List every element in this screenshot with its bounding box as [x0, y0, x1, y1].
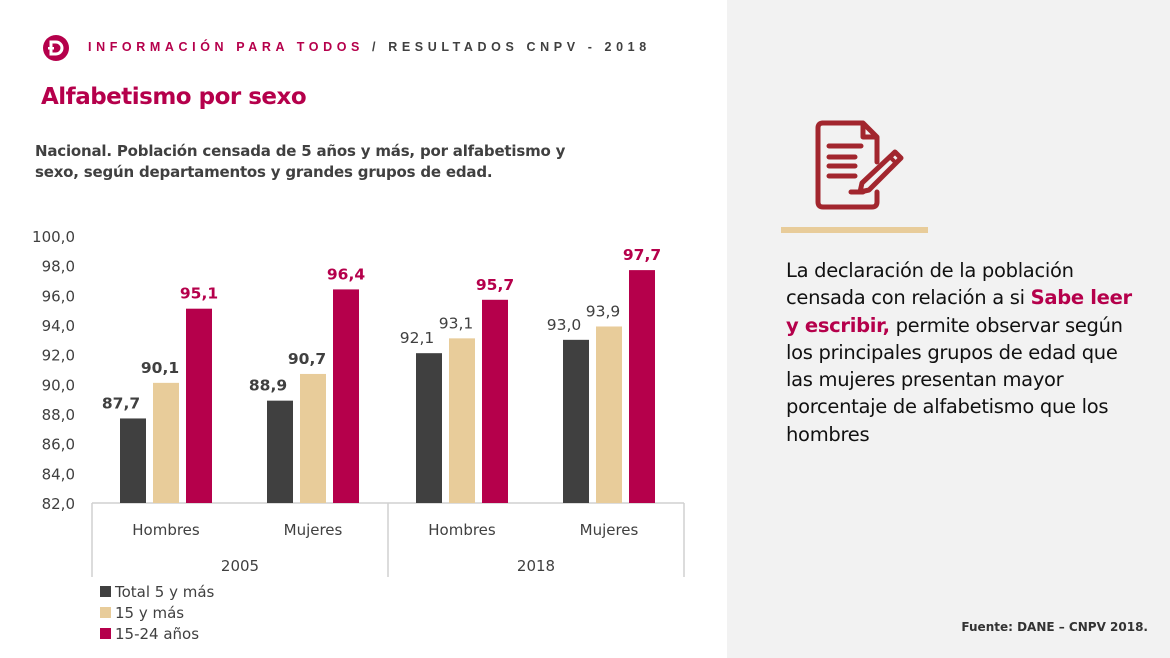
y-tick-label: 90,0 — [42, 376, 75, 394]
legend-swatch-total — [100, 586, 111, 597]
x-tick-label: Hombres — [428, 521, 496, 539]
x-tick-label: Mujeres — [284, 521, 343, 539]
description-highlight: Sabe leer y escribir, — [786, 286, 1132, 337]
bar — [629, 270, 655, 503]
data-label: 96,4 — [327, 265, 365, 283]
bar — [333, 289, 359, 503]
bar — [267, 400, 293, 503]
bar — [153, 382, 179, 503]
chart-legend: Total 5 y más 15 y más 15-24 años — [100, 581, 214, 644]
x-tick-label: Hombres — [132, 521, 200, 539]
data-label: 90,7 — [288, 350, 326, 368]
y-tick-label: 94,0 — [42, 317, 75, 335]
x-tick-label: Mujeres — [580, 521, 639, 539]
data-label: 88,9 — [249, 377, 287, 395]
bar — [120, 418, 146, 503]
breadcrumb-header: INFORMACIÓN PARA TODOS / RESULTADOS CNPV… — [88, 40, 651, 54]
document-edit-icon — [815, 120, 907, 216]
y-tick-label: 100,0 — [32, 228, 75, 246]
data-label: 95,7 — [476, 276, 514, 294]
bar — [300, 373, 326, 503]
dane-logo-icon — [43, 35, 69, 61]
legend-swatch-15-24 — [100, 628, 111, 639]
y-tick-label: 88,0 — [42, 406, 75, 424]
side-panel — [727, 0, 1170, 658]
bar — [449, 338, 475, 503]
bar-chart: 100,0 98,0 96,0 94,0 92,0 90,0 88,0 86,0 84,0 82,… — [32, 228, 685, 577]
main-slide-area: INFORMACIÓN PARA TODOS / RESULTADOS CNPV… — [32, 35, 685, 644]
data-label: 93,0 — [547, 316, 582, 334]
chart-subtitle: Nacional. Población censada de 5 años y … — [35, 142, 566, 181]
data-label: 92,1 — [400, 329, 435, 347]
header-separator: / — [363, 40, 389, 54]
x-group-label: 2005 — [221, 557, 259, 575]
data-label: 87,7 — [102, 394, 140, 412]
bar — [563, 339, 589, 503]
header-subsection: RESULTADOS CNPV - 2018 — [388, 40, 651, 54]
legend-item-15-y-mas: 15 y más — [100, 602, 214, 623]
bar — [596, 326, 622, 503]
legend-label: 15-24 años — [115, 624, 200, 643]
legend-label: 15 y más — [115, 603, 185, 622]
data-label: 95,1 — [180, 285, 218, 303]
source-note: Fuente: DANE – CNPV 2018. — [961, 620, 1148, 634]
y-tick-label: 84,0 — [42, 465, 75, 483]
bar — [186, 308, 212, 503]
y-tick-label: 98,0 — [42, 258, 75, 276]
data-label: 90,1 — [141, 359, 179, 377]
legend-item-15-24: 15-24 años — [100, 623, 214, 644]
data-label: 93,1 — [439, 314, 474, 332]
data-label: 93,9 — [586, 302, 621, 320]
y-tick-label: 86,0 — [42, 436, 75, 454]
description-lead: La declaración de la población censada c… — [786, 259, 1074, 310]
bar — [482, 299, 508, 503]
bar — [416, 353, 442, 503]
y-tick-label: 92,0 — [42, 347, 75, 365]
page-title: Alfabetismo por sexo — [41, 84, 307, 110]
description-tail: permite observar según los principales g… — [786, 313, 1123, 446]
legend-swatch-15-y-mas — [100, 607, 111, 618]
y-tick-label: 96,0 — [42, 287, 75, 305]
legend-item-total: Total 5 y más — [100, 581, 214, 602]
description-text: La declaración de la población censada c… — [786, 257, 1146, 448]
legend-label: Total 5 y más — [115, 582, 215, 601]
header-section: INFORMACIÓN PARA TODOS — [88, 40, 364, 54]
y-tick-label: 82,0 — [42, 495, 75, 513]
divider — [781, 227, 928, 233]
data-label: 97,7 — [623, 246, 661, 264]
x-group-label: 2018 — [517, 557, 555, 575]
